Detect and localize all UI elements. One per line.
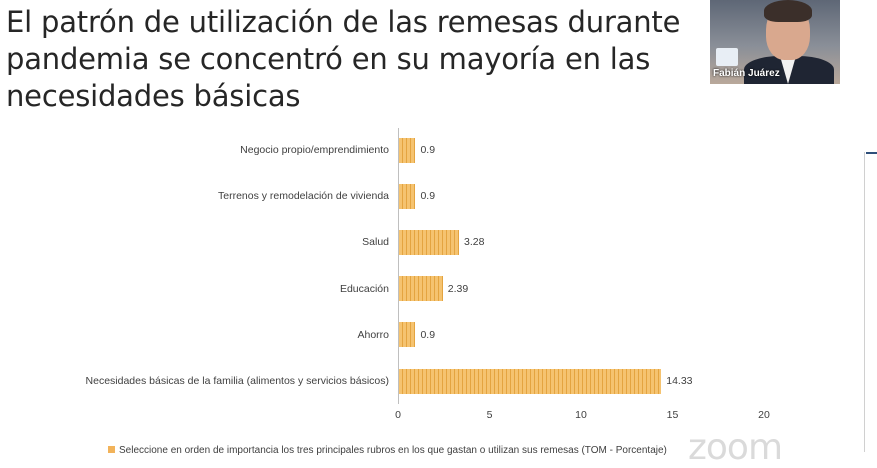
bar: [399, 229, 460, 255]
x-tick-label: 0: [395, 409, 401, 421]
bar: [399, 137, 416, 163]
bar: [399, 368, 662, 394]
legend-text: Seleccione en orden de importancia los t…: [119, 445, 667, 456]
background-flag: [716, 48, 738, 66]
zoom-watermark: zoom: [688, 427, 783, 468]
bar: [399, 183, 416, 209]
x-tick-label: 20: [758, 409, 770, 421]
title-line-1: El patrón de utilización de las remesas …: [6, 5, 681, 39]
x-tick-label: 15: [666, 409, 679, 421]
bar: [399, 276, 443, 302]
category-label: Necesidades básicas de la familia (alime…: [85, 375, 389, 387]
value-label: 3.28: [464, 236, 485, 249]
legend-swatch: [108, 446, 115, 453]
value-label: 2.39: [447, 282, 469, 295]
value-label: 0.9: [420, 190, 436, 203]
value-label: 0.9: [420, 144, 436, 156]
chart-legend: Seleccione en orden de importancia los t…: [108, 445, 667, 456]
title-line-2: pandemia se concentró en su mayoría en l…: [6, 42, 651, 76]
category-label: Educación: [339, 282, 389, 295]
participant-name: Fabián Juárez: [713, 68, 780, 79]
value-label: 0.9: [420, 328, 436, 341]
x-tick-label: 5: [486, 409, 493, 421]
value-label: 14.33: [666, 375, 693, 387]
category-label: Salud: [362, 236, 389, 249]
bar: [399, 322, 416, 348]
category-label: Negocio propio/emprendimiento: [240, 144, 389, 156]
category-label: Ahorro: [357, 328, 389, 341]
title-line-3: necesidades básicas: [6, 79, 301, 113]
y-axis-line: [398, 128, 399, 404]
category-label: Terrenos y remodelación de vivienda: [217, 190, 389, 203]
slide-edge-accent: [866, 152, 877, 154]
slide-edge-border: [864, 152, 865, 452]
slide-title: El patrón de utilización de las remesas …: [6, 4, 706, 115]
x-tick-label: 10: [575, 409, 587, 421]
participant-video-tile[interactable]: Fabián Juárez: [710, 0, 840, 84]
participant-hair: [764, 0, 812, 22]
bar-chart: Seleccione en orden de importancia los t…: [0, 120, 877, 465]
